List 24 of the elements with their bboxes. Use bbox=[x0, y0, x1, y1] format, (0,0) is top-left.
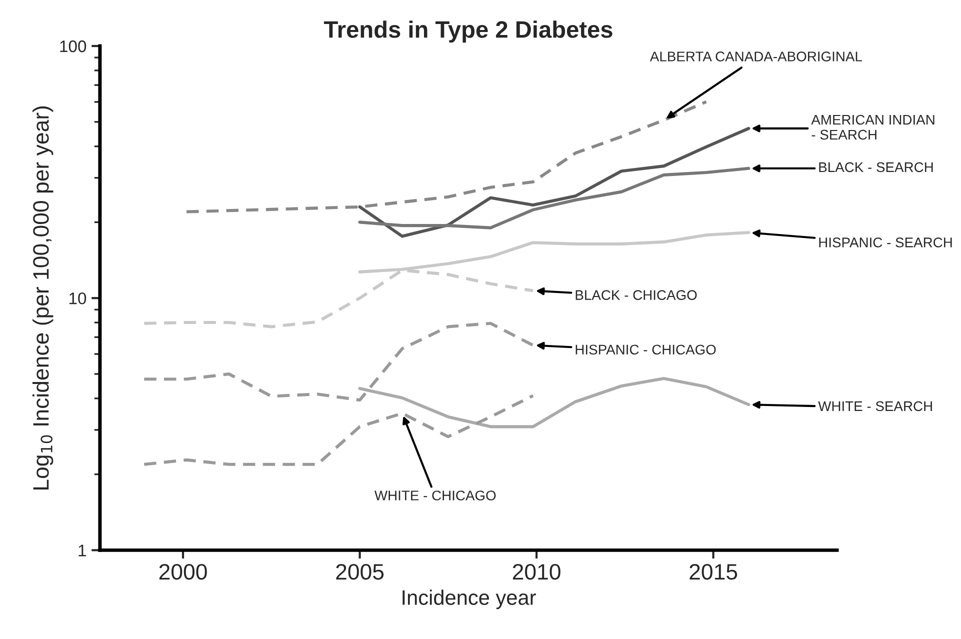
chart-title: Trends in Type 2 Diabetes bbox=[324, 20, 612, 43]
x-tick-label: 2010 bbox=[512, 564, 560, 580]
text: ALBERTA CANADA-ABORIGINAL bbox=[650, 52, 862, 62]
line-series bbox=[185, 100, 708, 214]
y-tick-label: 100 bbox=[60, 40, 86, 52]
text: BLACK - CHICAGO bbox=[576, 290, 697, 300]
line-series bbox=[358, 126, 750, 238]
text: BLACK - SEARCH bbox=[819, 162, 933, 172]
line-series bbox=[358, 166, 750, 230]
line-series bbox=[142, 394, 535, 466]
line-series bbox=[142, 322, 535, 402]
x-tick-label: 2015 bbox=[690, 564, 738, 580]
y-tick-label: 10 bbox=[69, 292, 86, 304]
x-tick-label: 2000 bbox=[159, 564, 207, 580]
text: HISPANIC - SEARCH bbox=[819, 238, 952, 248]
text: WHITE - CHICAGO bbox=[374, 490, 496, 500]
text: HISPANIC - CHICAGO bbox=[576, 344, 716, 355]
y-axis-title: Log$_{10}$ Incidence (per 100,000 per year) bbox=[32, 106, 54, 490]
x-tick-label: 2005 bbox=[336, 564, 384, 580]
text: WHITE - SEARCH bbox=[818, 401, 932, 412]
text: AMERICAN INDIAN - SEARCH bbox=[811, 114, 934, 140]
line-series bbox=[358, 376, 750, 428]
y-tick-label: 1 bbox=[78, 544, 86, 556]
x-axis-title: Incidence year bbox=[402, 590, 536, 610]
